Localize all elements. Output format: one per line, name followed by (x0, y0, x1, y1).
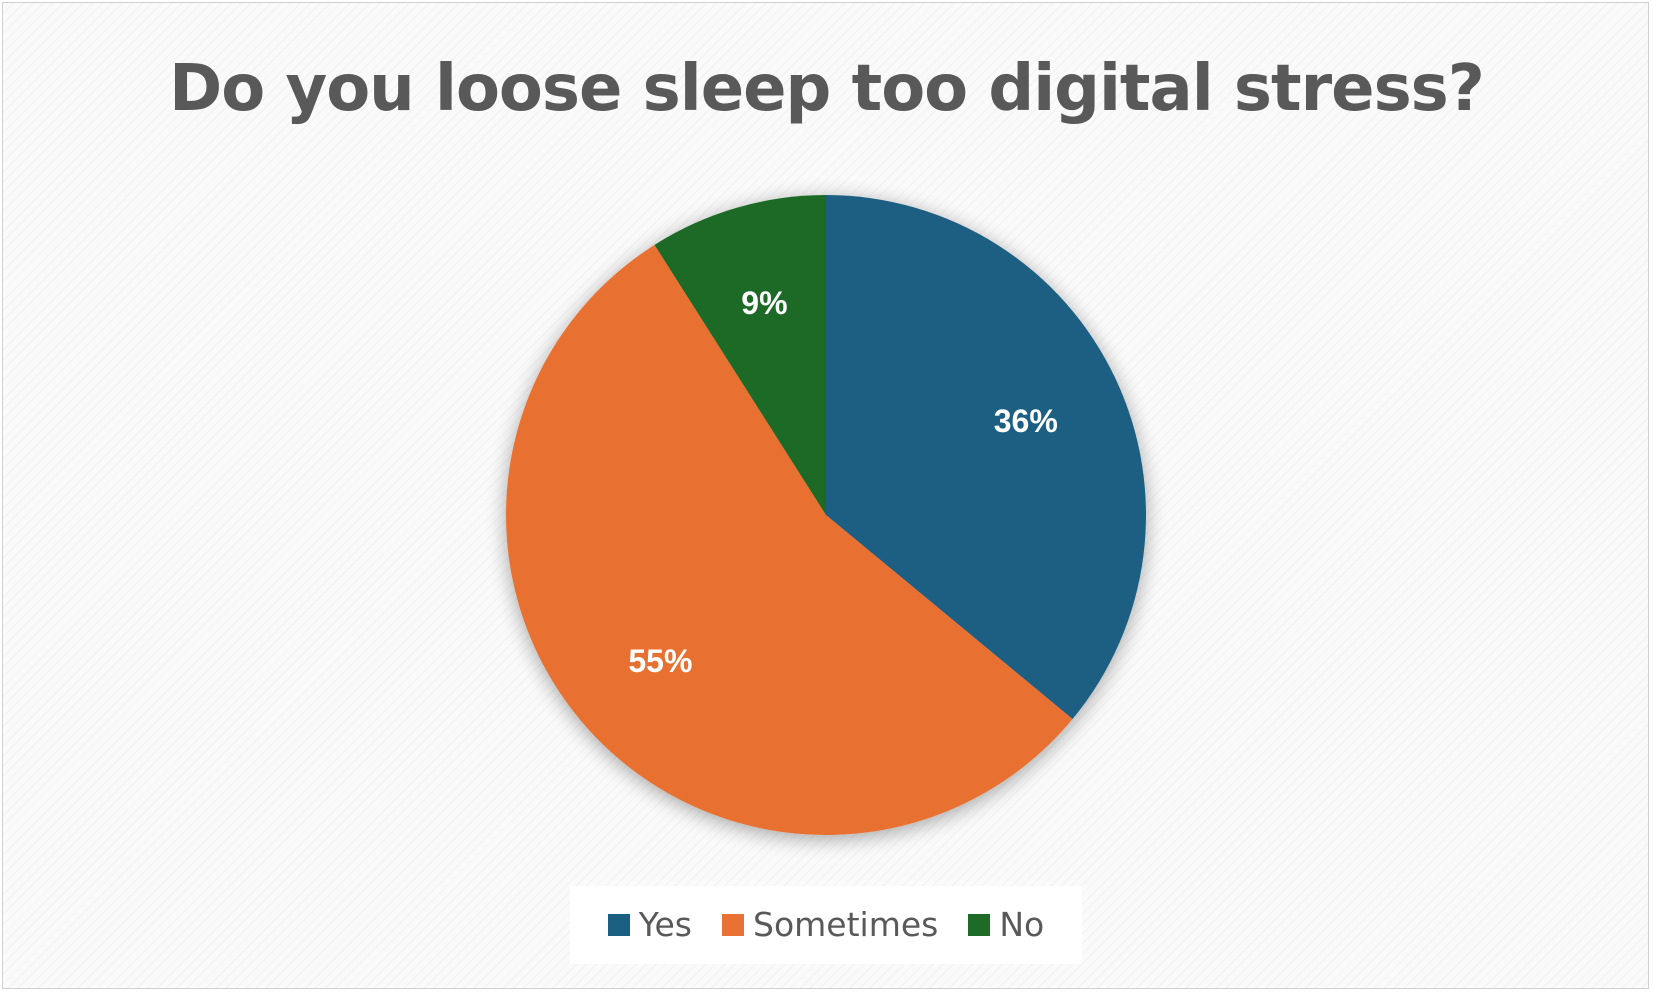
pie-slices (505, 195, 1146, 836)
pie-slice-yes (826, 195, 1146, 719)
data-label-no: 9% (741, 285, 787, 321)
pie-slice-sometimes (505, 244, 1073, 836)
legend-item-yes: Yes (607, 905, 693, 945)
pie-slice-no (654, 195, 826, 515)
pie-labels: 36% 55% 9% (628, 285, 1057, 679)
legend-label-yes: Yes (638, 905, 693, 944)
data-label-yes: 36% (994, 403, 1058, 439)
data-label-sometimes: 55% (628, 643, 692, 679)
legend-swatch-sometimes (722, 914, 745, 936)
legend-swatch-yes (607, 914, 630, 936)
legend-item-sometimes: Sometimes (722, 905, 938, 945)
legend-label-sometimes: Sometimes (753, 905, 939, 944)
legend-item-no: No (968, 905, 1044, 945)
legend: Yes Sometimes No (570, 886, 1082, 964)
legend-swatch-no (968, 914, 991, 936)
legend-label-no: No (999, 905, 1045, 944)
chart-title: Do you loose sleep too digital stress? (169, 52, 1485, 126)
